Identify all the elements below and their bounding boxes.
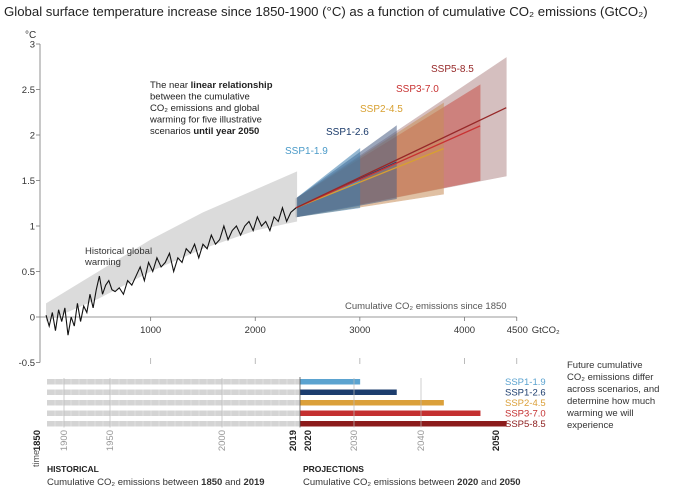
y-tick-label: 0 (30, 313, 35, 324)
timeline: SSP1-1.9SSP1-2.6SSP2-4.5SSP3-7.0SSP5-8.5… (31, 377, 546, 467)
x-tick-label: 4500 (507, 325, 528, 336)
year-label-1950: 1950 (105, 430, 116, 451)
year-label-2020: 2020 (303, 430, 314, 451)
historical-bar (47, 389, 300, 395)
y-tick-label: 1 (30, 222, 35, 233)
bar-label-ssp2-4.5: SSP2-4.5 (505, 398, 546, 409)
y-tick-label: -0.5 (19, 358, 35, 369)
annotation-run: scenarios (150, 126, 193, 137)
line-ssp5-8.5 (295, 107, 507, 209)
line-ssp3-7.0 (295, 125, 481, 209)
scenario-bands (295, 57, 507, 218)
label-ssp2-4.5: SSP2-4.5 (360, 104, 403, 115)
historical-series (45, 171, 298, 336)
y-tick-label: 0.5 (22, 267, 35, 278)
x-tick-label: 1000 (140, 325, 161, 336)
x-axis-unit: GtCO₂ (532, 325, 560, 336)
year-label-2050: 2050 (491, 430, 502, 451)
bar-ssp1-2.6 (300, 389, 397, 395)
bar-label-ssp3-7.0: SSP3-7.0 (505, 409, 546, 420)
label-ssp3-7.0: SSP3-7.0 (396, 84, 439, 95)
annotation-run: The near (150, 80, 191, 91)
x-tick-label: 2000 (245, 325, 266, 336)
year-label-2030: 2030 (349, 430, 360, 451)
time-label: time (31, 450, 41, 467)
note-line: across scenarios, and (567, 384, 659, 395)
line-ssp2-4.5 (295, 148, 444, 209)
historical-line (45, 205, 297, 336)
figure-title: Global surface temperature increase sinc… (4, 4, 648, 19)
note-line: determine how much (567, 396, 655, 407)
label-ssp1-2.6: SSP1-2.6 (326, 127, 369, 138)
bar-label-ssp1-2.6: SSP1-2.6 (505, 388, 546, 399)
historical-bar (47, 379, 300, 385)
historical-warming-label: Historical global warming (84, 246, 155, 268)
bar-ssp2-4.5 (300, 400, 444, 406)
y-tick-label: 2 (30, 131, 35, 142)
year-label-2000: 2000 (217, 430, 228, 451)
axes: °C -0.5 0 0.5 1 1.5 2 2.5 3 1000 2000 3000 4000 4500 G… (19, 30, 560, 369)
annotation-run: warming for five illustrative (149, 115, 262, 126)
annotation-run: until year 2050 (193, 126, 259, 137)
y-axis-unit: °C (25, 30, 36, 41)
historical-bar (47, 400, 300, 406)
note-line: warming we will (566, 408, 634, 419)
year-label-2019: 2019 (288, 430, 299, 451)
historical-heading: HISTORICAL (47, 464, 99, 474)
annotation-run: CO₂ emissions and global (150, 103, 259, 114)
year-label-1850: 1850 (32, 430, 43, 451)
future-emissions-note: Future cumulative CO₂ emissions differ acr… (566, 360, 659, 431)
historical-caption: Cumulative CO₂ emissions between 1850 an… (47, 477, 265, 488)
x-axis-title: Cumulative CO₂ emissions since 1850 (345, 301, 507, 312)
label-ssp1-1.9: SSP1-1.9 (285, 146, 328, 157)
historical-bar (47, 410, 300, 416)
bar-label-ssp5-8.5: SSP5-8.5 (505, 419, 546, 430)
bar-ssp1-1.9 (300, 379, 360, 385)
note-line: Future cumulative (567, 360, 643, 371)
y-tick-label: 3 (30, 40, 35, 51)
projections-caption: Cumulative CO₂ emissions between 2020 an… (303, 477, 521, 488)
scenario-lines (295, 107, 507, 209)
x-tick-label: 4000 (454, 325, 475, 336)
linear-relationship-annotation: The near linear relationship between the … (149, 80, 273, 137)
note-line: CO₂ emissions differ (567, 372, 653, 383)
bar-ssp5-8.5 (300, 421, 507, 427)
x-tick-label: 3000 (349, 325, 370, 336)
scenario-labels: SSP1-1.9 SSP1-2.6 SSP2-4.5 SSP3-7.0 SSP5-8.5 (285, 64, 474, 157)
bar-ssp3-7.0 (300, 410, 481, 416)
bar-label-ssp1-1.9: SSP1-1.9 (505, 377, 546, 388)
year-label-2040: 2040 (416, 430, 427, 451)
historical-bar (47, 421, 300, 427)
projections-heading: PROJECTIONS (303, 464, 364, 474)
annotation-run: between the cumulative (150, 92, 250, 103)
historical-uncertainty-band (46, 171, 298, 322)
note-line: experience (567, 420, 613, 431)
y-tick-label: 2.5 (22, 85, 35, 96)
annotation-run: linear relationship (191, 80, 273, 91)
year-label-1900: 1900 (59, 430, 70, 451)
y-tick-label: 1.5 (22, 176, 35, 187)
label-ssp5-8.5: SSP5-8.5 (431, 64, 474, 75)
